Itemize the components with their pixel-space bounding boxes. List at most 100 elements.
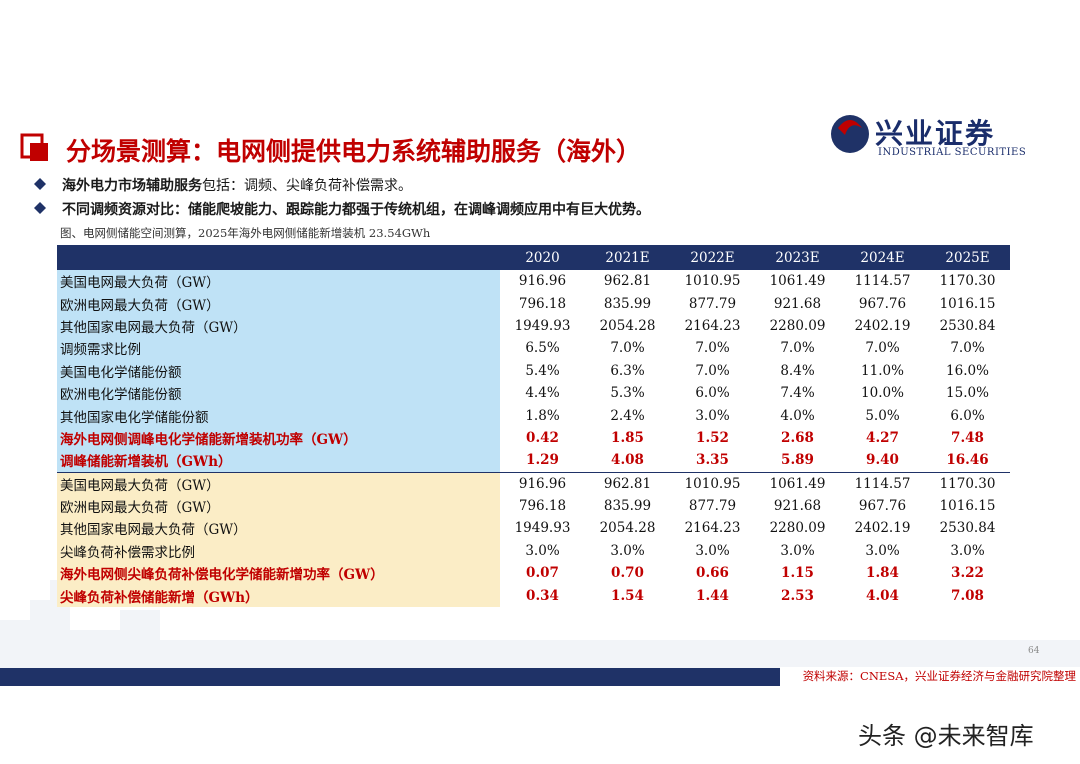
- table-row: 欧洲电化学储能份额 4.4% 5.3% 6.0% 7.4% 10.0% 15.0%: [57, 381, 1010, 405]
- cell: 1.84: [866, 565, 899, 582]
- cell: 0.70: [611, 565, 644, 582]
- bullet-marker: [34, 202, 46, 214]
- row-label: 海外电网侧调峰电化学储能新增装机功率（GW）: [57, 426, 500, 450]
- cell: 5.4%: [525, 362, 560, 379]
- table-row: 欧洲电网最大负荷（GW） 796.18 835.99 877.79 921.68 967.…: [57, 494, 1010, 518]
- logo-mark: [831, 115, 869, 153]
- cell: 1.85: [611, 429, 644, 446]
- cell: 2530.84: [939, 317, 996, 334]
- cell: 835.99: [603, 295, 652, 312]
- cell: 16.0%: [946, 362, 989, 379]
- table-row: 海外电网侧尖峰负荷补偿电化学储能新增功率（GW） 0.07 0.70 0.66 1.15…: [57, 562, 1010, 585]
- cell: 2054.28: [599, 520, 656, 537]
- table-row: 调峰储能新增装机（GWh） 1.29 4.08 3.35 5.89 9.40 16.46: [57, 449, 1010, 473]
- cell: 3.0%: [865, 542, 900, 559]
- cell: 15.0%: [946, 385, 989, 402]
- cell: 3.0%: [610, 542, 645, 559]
- cell: 916.96: [518, 273, 567, 290]
- cell: 7.0%: [695, 362, 730, 379]
- cell: 0.07: [526, 565, 559, 582]
- cell: 3.0%: [780, 542, 815, 559]
- cell: 6.3%: [610, 362, 645, 379]
- bullet-marker: [34, 178, 46, 190]
- cell: 2402.19: [854, 520, 911, 537]
- cell: 9.40: [866, 452, 899, 469]
- header-cell: [57, 245, 500, 270]
- cell: 1.8%: [525, 407, 560, 424]
- bullet: 不同调频资源对比：储能爬坡能力、跟踪能力都强于传统机组，在调峰调频应用中有巨大优…: [62, 199, 650, 219]
- table-row: 其他国家电网最大负荷（GW） 1949.93 2054.28 2164.23 2280.…: [57, 314, 1010, 338]
- cell: 1010.95: [684, 273, 741, 290]
- cell: 4.08: [611, 452, 644, 469]
- logo-subtext: INDUSTRIAL SECURITIES: [878, 147, 1027, 158]
- cell: 7.0%: [950, 340, 985, 357]
- title-icon-fill: [30, 143, 48, 161]
- cell: 6.0%: [695, 385, 730, 402]
- cell: 921.68: [773, 498, 822, 515]
- data-table: 2020 2021E 2022E 2023E 2024E 2025E 美国电网最大负荷（GW…: [57, 245, 1010, 607]
- watermark: 头条 @未来智库: [858, 722, 1034, 750]
- cell: 7.0%: [865, 340, 900, 357]
- cell: 2280.09: [769, 520, 826, 537]
- cell: 3.35: [696, 452, 729, 469]
- column-header: 2024E: [840, 245, 925, 270]
- cell: 0.34: [526, 587, 559, 604]
- cell: 0.42: [526, 429, 559, 446]
- table-body: 美国电网最大负荷（GW） 916.96 962.81 1010.95 1061.49 11…: [57, 270, 1010, 607]
- page-number: 64: [1028, 646, 1040, 656]
- cell: 796.18: [518, 295, 567, 312]
- cell: 1170.30: [925, 471, 1010, 495]
- cell: 967.76: [858, 295, 907, 312]
- cell: 1061.49: [755, 471, 840, 495]
- cell: 1114.57: [854, 273, 911, 290]
- row-label: 欧洲电网最大负荷（GW）: [57, 494, 500, 518]
- cell: 3.0%: [695, 542, 730, 559]
- row-label: 欧洲电化学储能份额: [57, 381, 500, 405]
- table-row: 欧洲电网最大负荷（GW） 796.18 835.99 877.79 921.68 967.…: [57, 292, 1010, 315]
- cell: 2280.09: [769, 317, 826, 334]
- cell: 1114.57: [840, 471, 925, 495]
- cell: 7.4%: [780, 385, 815, 402]
- row-label: 其他国家电网最大负荷（GW）: [57, 314, 500, 338]
- cell: 2.68: [781, 429, 814, 446]
- skyline: [0, 580, 1080, 668]
- row-label: 美国电网最大负荷（GW）: [57, 471, 500, 495]
- cell: 1061.49: [769, 273, 826, 290]
- cell: 6.0%: [950, 407, 985, 424]
- cell: 2530.84: [939, 520, 996, 537]
- cell: 4.04: [866, 587, 899, 604]
- column-header: 2021E: [585, 245, 670, 270]
- cell: 2164.23: [684, 520, 741, 537]
- row-label: 海外电网侧尖峰负荷补偿电化学储能新增功率（GW）: [57, 562, 500, 585]
- cell: 4.27: [866, 429, 899, 446]
- cell: 0.66: [696, 565, 729, 582]
- row-label: 调频需求比例: [57, 337, 500, 360]
- table-row: 美国电网最大负荷（GW） 916.96 962.81 1010.95 1061.49 11…: [57, 471, 1010, 495]
- table-row: 美国电网最大负荷（GW） 916.96 962.81 1010.95 1061.49 11…: [57, 270, 1010, 293]
- cell: 835.99: [603, 498, 652, 515]
- logo-text: 兴业证券: [875, 117, 996, 150]
- source: 资料来源：CNESA，兴业证券经济与金融研究院整理: [780, 667, 1080, 686]
- cell: 1.54: [611, 587, 644, 604]
- cell: 796.18: [518, 498, 567, 515]
- cell: 877.79: [688, 295, 737, 312]
- column-header: 2023E: [755, 245, 840, 270]
- cell: 4.0%: [780, 407, 815, 424]
- cell: 1.29: [526, 452, 559, 469]
- cell: 5.89: [781, 452, 814, 469]
- cell: 3.0%: [695, 407, 730, 424]
- column-header: 2020: [500, 245, 585, 270]
- cell: 11.0%: [861, 362, 904, 379]
- cell: 8.4%: [780, 362, 815, 379]
- cell: 7.0%: [695, 340, 730, 357]
- cell: 1949.93: [514, 317, 571, 334]
- column-header: 2022E: [670, 245, 755, 270]
- table-row: 美国电化学储能份额 5.4% 6.3% 7.0% 8.4% 11.0% 16.0%: [57, 359, 1010, 382]
- bullet-bold: 海外电力市场辅助服务: [62, 178, 202, 194]
- cell: 1016.15: [939, 295, 996, 312]
- title: 分场景测算：电网侧提供电力系统辅助服务（海外）: [66, 137, 642, 166]
- row-label: 其他国家电化学储能份额: [57, 404, 500, 427]
- cell: 2402.19: [854, 317, 911, 334]
- table-row: 海外电网侧调峰电化学储能新增装机功率（GW） 0.42 1.85 1.52 2.68 4.…: [57, 426, 1010, 450]
